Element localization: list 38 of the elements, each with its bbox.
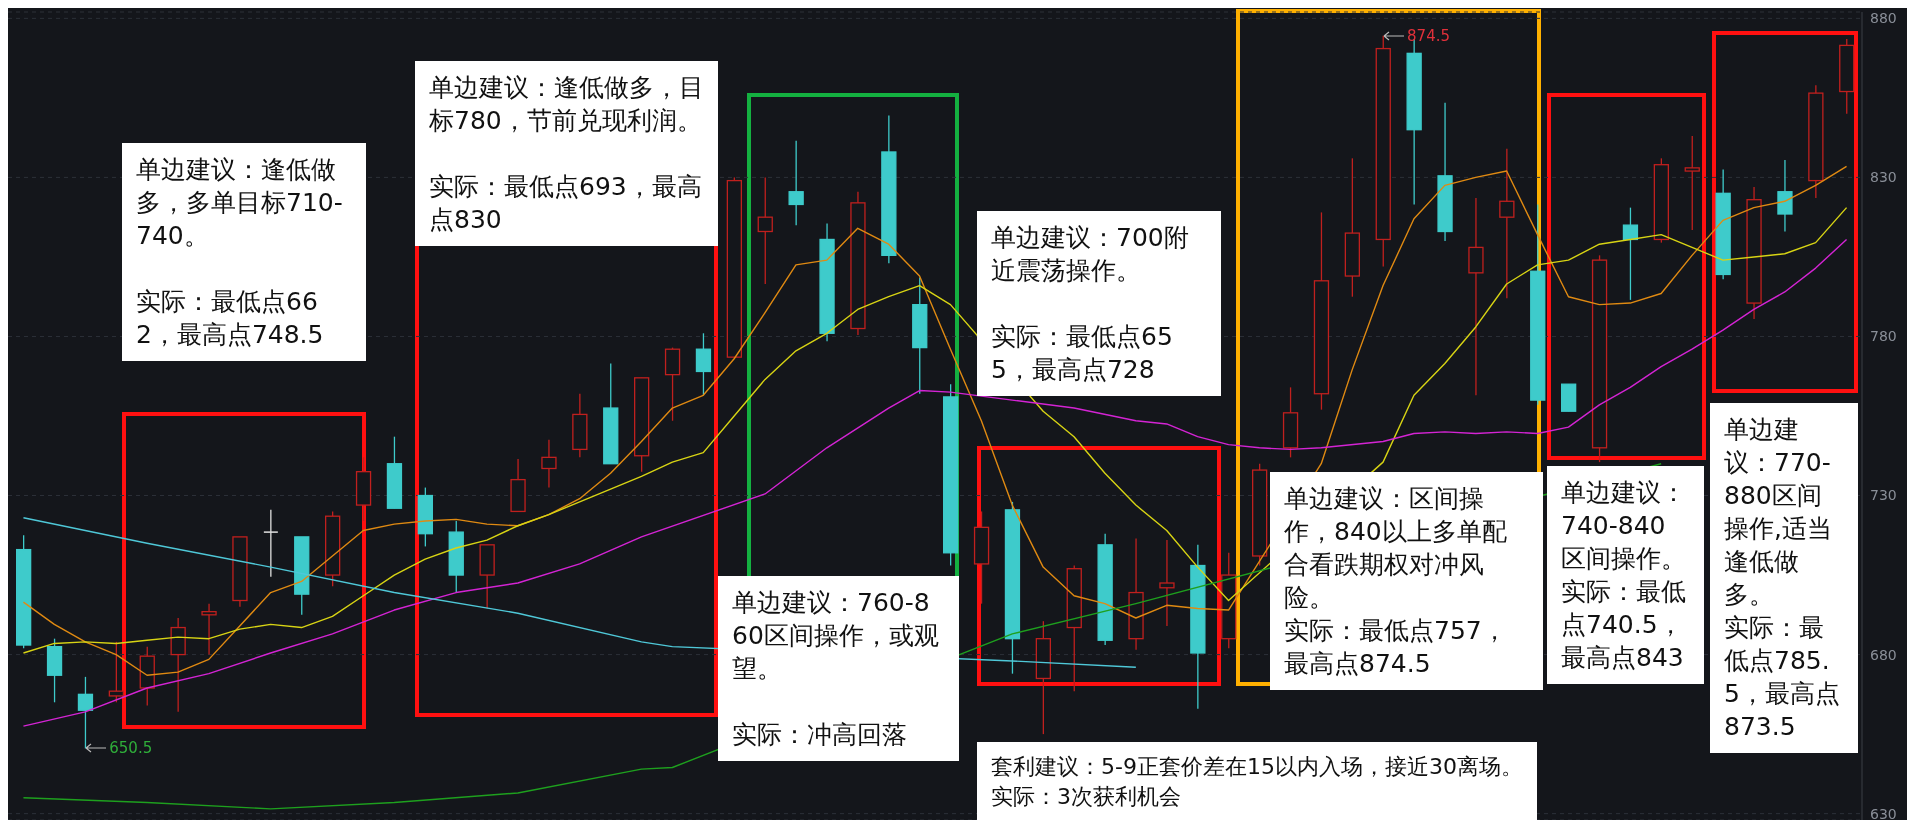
annotation: 实际：最低点655，最高点728 (991, 321, 1174, 386)
candlestick (201, 603, 217, 656)
y-tick-label: 830 (1870, 169, 1897, 186)
y-tick-label: 680 (1870, 646, 1897, 663)
annotation: 实际：最低点785.5，最高点873.5 (1724, 612, 1841, 743)
y-tick-label: 730 (1870, 487, 1897, 504)
annotation: 实际：最低点693，最高点830 (429, 171, 703, 236)
annotation: 单边建议：740-840区间操作。 (1561, 477, 1687, 575)
candlestick (1684, 135, 1700, 231)
annotation: 单边建议：逢低做多，多单目标710-740。 (136, 154, 344, 252)
annotation: 实际：最低点757，最高点874.5 (1284, 615, 1508, 680)
candlestick (1622, 206, 1639, 301)
annotation: 单边建议：700附近震荡操作。 (991, 222, 1190, 287)
candlestick (1777, 159, 1793, 233)
y-tick-label: 630 (1870, 805, 1897, 822)
y-tick-label: 880 (1870, 10, 1897, 27)
annotation: 单边建议：770-880区间操作,适当逢低做多。 (1724, 414, 1833, 611)
candlestick (108, 641, 124, 703)
annotation: 实际：最低点740.5，最高点843 (1561, 576, 1687, 674)
y-tick-label: 780 (1870, 328, 1897, 345)
annotation: 实际：冲高回落 (732, 719, 908, 751)
annotation: 单边建议：760-860区间操作，或观望。 (732, 587, 940, 685)
annotation: 实际：3次获利机会 (991, 783, 1182, 811)
annotation: 单边建议：逢低做多，目标780，节前兑现利润。 (429, 72, 704, 137)
candlestick (695, 332, 712, 396)
annotation: 套利建议：5-9正套价差在15以内入场，接近30离场。 (991, 753, 1523, 781)
annotation: 650.5 (109, 738, 153, 759)
candlestick (1499, 148, 1515, 299)
candlestick (757, 176, 773, 285)
candlestick (77, 676, 94, 750)
candlestick (788, 140, 804, 226)
candlestick (263, 509, 279, 578)
candlestick (541, 439, 557, 489)
candlestick (1468, 197, 1484, 396)
candlestick (1159, 539, 1175, 627)
annotation: 单边建议：区间操作，840以上多单配合看跌期权对冲风险。 (1284, 483, 1508, 614)
annotation: 实际：最低点662，最高点748.5 (136, 286, 325, 351)
annotation: 874.5 (1407, 25, 1450, 46)
